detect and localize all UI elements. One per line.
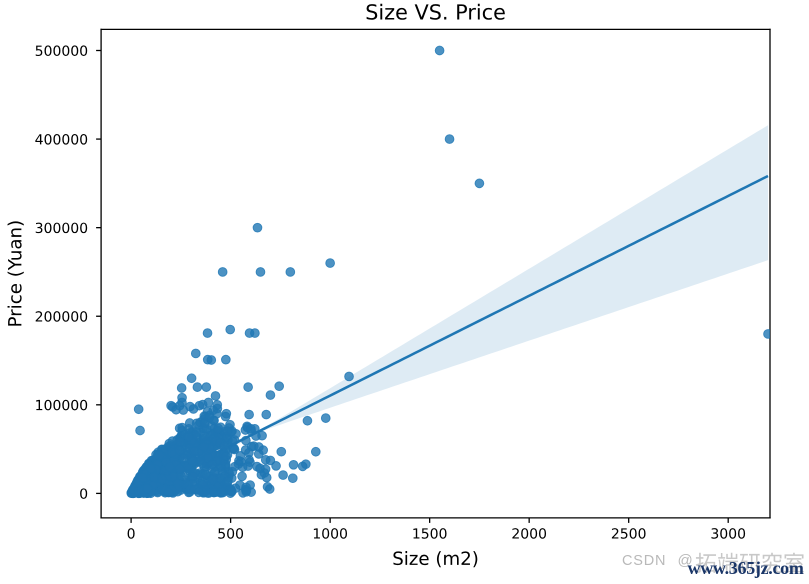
svg-text:CSDN: CSDN bbox=[622, 553, 666, 569]
svg-text:www.365jz.com: www.365jz.com bbox=[688, 558, 804, 578]
svg-text:@: @ bbox=[678, 552, 693, 569]
